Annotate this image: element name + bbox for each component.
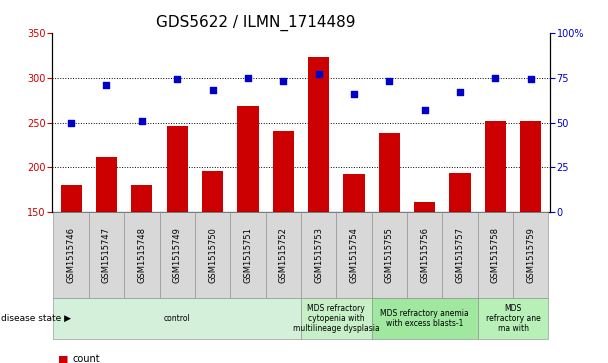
Text: GSM1515748: GSM1515748 [137,227,147,283]
Text: GSM1515759: GSM1515759 [527,227,535,283]
Text: control: control [164,314,190,323]
Text: ■: ■ [58,354,68,363]
Point [384,78,394,84]
Point [208,87,218,93]
Bar [308,57,330,212]
Point [420,107,430,113]
Bar [449,173,471,212]
Bar [237,106,258,212]
Point [102,82,111,88]
Bar [485,121,506,212]
Bar [520,121,541,212]
Text: MDS refractory anemia
with excess blasts-1: MDS refractory anemia with excess blasts… [381,309,469,328]
Bar [167,126,188,212]
Bar [61,185,81,212]
Text: GSM1515749: GSM1515749 [173,227,182,283]
Text: GSM1515750: GSM1515750 [208,227,217,283]
Text: GSM1515752: GSM1515752 [279,227,288,283]
Text: disease state ▶: disease state ▶ [1,314,71,323]
Bar [96,157,117,212]
Text: GSM1515758: GSM1515758 [491,227,500,283]
Bar [344,174,365,212]
Text: GSM1515756: GSM1515756 [420,227,429,283]
Point [349,91,359,97]
Text: GSM1515751: GSM1515751 [243,227,252,283]
Text: GSM1515747: GSM1515747 [102,227,111,283]
Text: GDS5622 / ILMN_1714489: GDS5622 / ILMN_1714489 [156,15,355,31]
Bar [379,133,400,212]
Bar [131,185,153,212]
Text: MDS refractory
cytopenia with
multilineage dysplasia: MDS refractory cytopenia with multilinea… [293,303,379,334]
Text: GSM1515754: GSM1515754 [350,227,359,283]
Point [491,75,500,81]
Point [66,120,76,126]
Bar [202,171,223,212]
Point [172,77,182,82]
Bar [414,203,435,212]
Point [314,71,323,77]
Bar [272,131,294,212]
Point [243,75,253,81]
Point [278,78,288,84]
Point [455,89,465,95]
Text: GSM1515757: GSM1515757 [455,227,465,283]
Text: MDS
refractory ane
ma with: MDS refractory ane ma with [486,303,541,334]
Text: GSM1515753: GSM1515753 [314,227,323,283]
Text: count: count [73,354,100,363]
Text: GSM1515746: GSM1515746 [67,227,75,283]
Point [137,118,147,124]
Point [526,77,536,82]
Text: GSM1515755: GSM1515755 [385,227,394,283]
